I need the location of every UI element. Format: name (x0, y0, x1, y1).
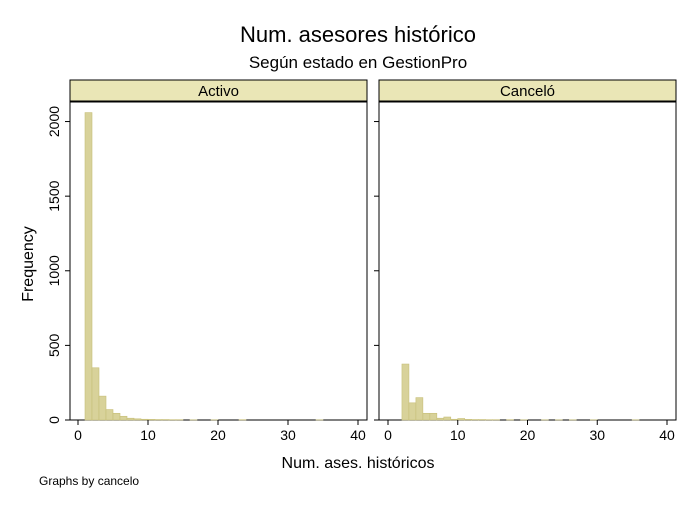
plot-area (69, 101, 368, 421)
plot-area (378, 101, 677, 421)
x-tick-label: 0 (74, 427, 82, 443)
x-tick-label: 10 (140, 427, 156, 443)
histogram-bar (98, 395, 107, 421)
histogram-bar (133, 418, 142, 421)
histogram-bar (429, 412, 438, 421)
histogram-bar (422, 412, 431, 421)
x-tick-label: 40 (659, 427, 675, 443)
x-tick-label: 20 (520, 427, 536, 443)
histogram-bar (147, 419, 156, 421)
histogram-bar (119, 415, 128, 421)
histogram-bar (91, 367, 100, 421)
chart-subtitle: Según estado en GestionPro (249, 53, 467, 72)
y-tick-label: 0 (46, 416, 62, 424)
histogram-bar (443, 416, 452, 421)
histogram-bar (112, 412, 121, 421)
histogram-bar (408, 402, 417, 421)
histogram-bar (415, 397, 424, 421)
x-tick-label: 30 (589, 427, 605, 443)
histogram-bar (105, 409, 114, 421)
panel-1: Canceló 0 10 20 30 40 (374, 79, 677, 443)
histogram-bar (84, 112, 93, 421)
panel-strip-label: Activo (198, 83, 239, 100)
histogram-bar (436, 417, 445, 421)
histogram-bar (464, 419, 473, 421)
x-tick-label: 40 (350, 427, 366, 443)
histogram-bar (401, 363, 410, 421)
chart-title: Num. asesores histórico (240, 22, 476, 47)
x-axis-label: Num. ases. históricos (282, 455, 435, 472)
y-axis-label: Frequency (20, 226, 37, 302)
x-tick-label: 20 (210, 427, 226, 443)
histogram-bar (140, 418, 149, 421)
histogram-bar (457, 418, 466, 421)
histogram-bar (126, 417, 135, 421)
panel-0: Activo 0 10 20 30 40 0 500 1000 1500 2000 (46, 79, 368, 443)
y-tick-label: 500 (46, 333, 62, 357)
y-tick-label: 2000 (46, 106, 62, 137)
panels-group: Activo 0 10 20 30 40 0 500 1000 1500 2000 Canceló 0 1… (46, 79, 677, 443)
x-tick-label: 10 (450, 427, 466, 443)
y-tick-label: 1000 (46, 255, 62, 286)
x-tick-label: 0 (384, 427, 392, 443)
graphs-by-note: Graphs by cancelo (39, 474, 139, 488)
panel-strip-label: Canceló (500, 83, 555, 100)
histogram-bar (450, 418, 459, 421)
panel-strip (69, 79, 368, 102)
y-tick-label: 1500 (46, 180, 62, 211)
x-tick-label: 30 (280, 427, 296, 443)
panel-strip (378, 79, 677, 102)
